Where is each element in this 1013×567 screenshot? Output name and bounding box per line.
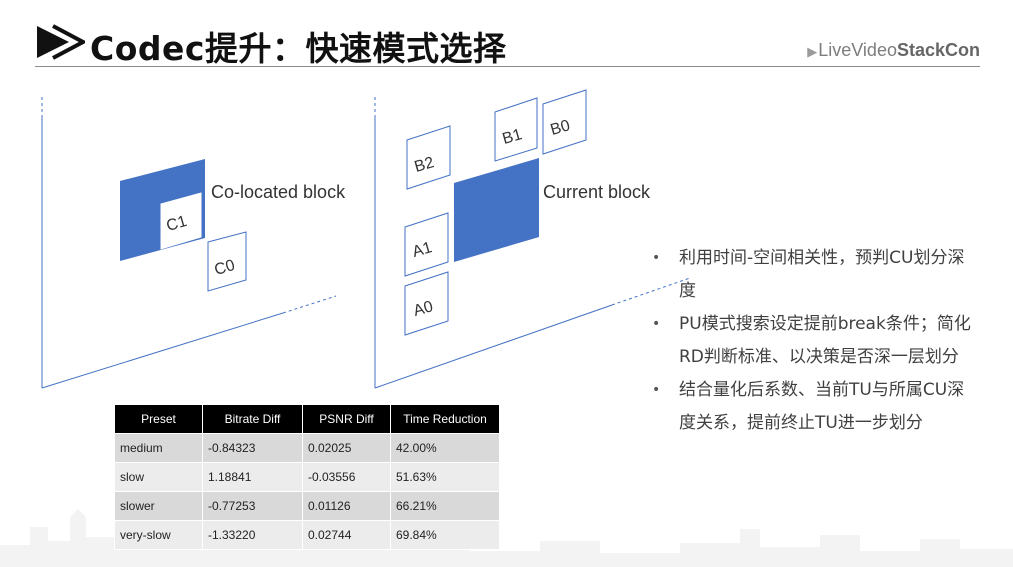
cell-bitrate-diff: -1.33220 — [202, 520, 303, 550]
b0-block — [542, 89, 587, 155]
cell-psnr-diff: 0.02744 — [302, 520, 391, 550]
cell-time-reduction: 69.84% — [390, 520, 500, 550]
cell-psnr-diff: 0.02025 — [302, 433, 391, 463]
livevideostackcon-logo: ▶LiveVideoStackCon — [807, 40, 980, 61]
bullet-list: • 利用时间-空间相关性，预判CU划分深度 • PU模式搜索设定提前break条… — [652, 242, 972, 440]
list-item: • PU模式搜索设定提前break条件；简化RD判断标准、以决策是否深一层划分 — [652, 308, 972, 374]
logo-text-live: Live — [818, 40, 852, 60]
bullet-text: 利用时间-空间相关性，预判CU划分深度 — [679, 248, 965, 301]
bullet-icon: • — [652, 382, 661, 398]
cell-psnr-diff: 0.01126 — [302, 491, 391, 521]
bullet-text: PU模式搜索设定提前break条件；简化RD判断标准、以决策是否深一层划分 — [679, 314, 971, 367]
cell-bitrate-diff: 1.18841 — [202, 462, 303, 492]
cell-preset: slower — [114, 491, 203, 521]
logo-play-icon: ▶ — [807, 44, 818, 59]
skyline-background — [0, 507, 1013, 567]
a1-label: A1 — [411, 239, 435, 261]
cell-psnr-diff: -0.03556 — [302, 462, 391, 492]
table-row: very-slow -1.33220 0.02744 69.84% — [114, 520, 500, 550]
current-frame: B2 B1 B0 A1 A0 Current block — [374, 89, 691, 389]
cell-preset: slow — [114, 462, 203, 492]
logo-text-video: Video — [851, 40, 897, 60]
a1-block — [404, 212, 449, 277]
c1-block — [160, 192, 202, 250]
page-title: Codec提升：快速模式选择 — [90, 29, 507, 68]
co-located-block-label: Co-located block — [211, 182, 346, 202]
title-divider — [35, 66, 980, 67]
list-item: • 结合量化后系数、当前TU与所属CU深度关系，提前终止TU进一步划分 — [652, 374, 972, 440]
bullet-icon: • — [652, 250, 661, 266]
cell-bitrate-diff: -0.84323 — [202, 433, 303, 463]
title-row: Codec提升：快速模式选择 ▶LiveVideoStackCon — [0, 0, 1013, 70]
current-block — [454, 158, 539, 262]
b2-block — [406, 125, 451, 190]
cell-time-reduction: 66.21% — [390, 491, 500, 521]
cell-preset: medium — [114, 433, 203, 463]
column-header-preset: Preset — [114, 404, 203, 434]
b2-label: B2 — [413, 154, 437, 176]
cell-bitrate-diff: -0.77253 — [202, 491, 303, 521]
a0-label: A0 — [412, 298, 436, 320]
list-item: • 利用时间-空间相关性，预判CU划分深度 — [652, 242, 972, 308]
c1-label: C1 — [165, 213, 189, 235]
column-header-bitrate-diff: Bitrate Diff — [202, 404, 303, 434]
preset-results-table: Preset Bitrate Diff PSNR Diff Time Reduc… — [114, 404, 500, 550]
table-header-row: Preset Bitrate Diff PSNR Diff Time Reduc… — [114, 404, 500, 434]
table-row: slow 1.18841 -0.03556 51.63% — [114, 462, 500, 492]
title-play-arrow-icon — [37, 24, 85, 60]
b1-label: B1 — [501, 126, 525, 148]
logo-text-stackcon: StackCon — [896, 40, 980, 60]
table-row: medium -0.84323 0.02025 42.00% — [114, 433, 500, 463]
table-row: slower -0.77253 0.01126 66.21% — [114, 491, 500, 521]
a0-block — [404, 271, 449, 336]
c0-label: C0 — [213, 257, 237, 279]
current-block-label: Current block — [543, 182, 651, 202]
b0-label: B0 — [549, 117, 573, 139]
column-header-psnr-diff: PSNR Diff — [302, 404, 391, 434]
reference-frame: C1 C0 Co-located block — [41, 97, 346, 389]
cell-time-reduction: 51.63% — [390, 462, 500, 492]
bullet-icon: • — [652, 316, 661, 332]
cell-preset: very-slow — [114, 520, 203, 550]
b1-block — [494, 97, 538, 162]
bullet-text: 结合量化后系数、当前TU与所属CU深度关系，提前终止TU进一步划分 — [679, 380, 965, 433]
c0-block — [207, 231, 247, 292]
column-header-time-reduction: Time Reduction — [390, 404, 500, 434]
cell-time-reduction: 42.00% — [390, 433, 500, 463]
